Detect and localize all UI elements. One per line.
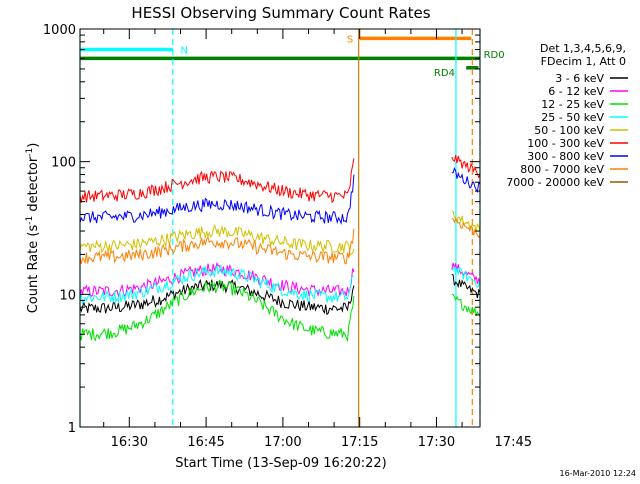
legend-entry-label: 6 - 12 keV bbox=[548, 85, 604, 98]
series-line bbox=[79, 158, 355, 204]
chart-title: HESSI Observing Summary Count Rates bbox=[131, 4, 430, 22]
x-tick-label: 16:30 bbox=[111, 435, 148, 450]
series-line bbox=[451, 154, 481, 179]
series-line bbox=[451, 293, 481, 318]
legend-entry-label: 3 - 6 keV bbox=[555, 72, 604, 85]
legend-header-line-2: FDecim 1, Att 0 bbox=[541, 55, 626, 68]
x-axis-label: Start Time (13-Sep-09 16:20:22) bbox=[175, 456, 386, 471]
series-line bbox=[79, 264, 355, 306]
y-tick-label: 100 bbox=[51, 156, 76, 171]
y-axis-label: Count Rate (s-1 detector-1) bbox=[25, 143, 41, 314]
series-line bbox=[451, 266, 481, 288]
series-line bbox=[79, 224, 355, 257]
x-tick-label: 17:30 bbox=[418, 435, 455, 450]
legend-entry-label: 25 - 50 keV bbox=[541, 111, 604, 124]
flag-label: S bbox=[347, 34, 353, 45]
y-axis-label-mid: detector bbox=[26, 156, 41, 216]
y-axis-label-end: ) bbox=[26, 143, 41, 148]
legend-entry-label: 800 - 7000 keV bbox=[520, 163, 604, 176]
legend-entry-label: 100 - 300 keV bbox=[527, 137, 604, 150]
flag-label: RD4 bbox=[434, 68, 455, 79]
series-line bbox=[451, 167, 481, 194]
legend-entry-label: 12 - 25 keV bbox=[541, 98, 604, 111]
plot-frame bbox=[79, 28, 481, 428]
y-axis-label-sup2: -1 bbox=[25, 148, 35, 157]
flag-bars: N S RD4 RD0 bbox=[80, 34, 505, 79]
y-tick-label: 10 bbox=[59, 288, 76, 303]
x-tick-label: 16:45 bbox=[187, 435, 224, 450]
series-line bbox=[79, 228, 355, 265]
x-tick-label: 17:00 bbox=[264, 435, 301, 450]
x-tick-label: 17:15 bbox=[341, 435, 378, 450]
y-tick-label: 1 bbox=[68, 421, 76, 436]
x-tick-label: 17:45 bbox=[495, 435, 532, 450]
x-axis-ticks: 16:30 16:45 17:00 17:15 17:30 17:45 bbox=[103, 29, 532, 450]
y-axis-ticks: 1 10 100 1000 bbox=[43, 23, 480, 436]
series-line bbox=[79, 278, 355, 316]
y-axis-label-main: Count Rate (s bbox=[26, 225, 41, 314]
series-lines bbox=[79, 154, 481, 343]
series-line bbox=[79, 279, 355, 343]
legend-header-line-1: Det 1,3,4,5,6,9, bbox=[540, 42, 626, 55]
y-axis-label-sup1: -1 bbox=[25, 216, 35, 225]
flag-label: RD0 bbox=[484, 50, 505, 61]
legend-entry-label: 50 - 100 keV bbox=[534, 124, 604, 137]
footer-timestamp: 16-Mar-2010 12:24 bbox=[560, 469, 637, 478]
series-line bbox=[451, 273, 481, 299]
flag-label: N bbox=[180, 46, 187, 57]
legend-entry-label: 300 - 800 keV bbox=[527, 150, 604, 163]
y-tick-label: 1000 bbox=[43, 23, 76, 38]
legend: Det 1,3,4,5,6,9, FDecim 1, Att 0 3 - 6 k… bbox=[506, 42, 628, 189]
legend-entry-label: 7000 - 20000 keV bbox=[506, 176, 604, 189]
series-line bbox=[79, 174, 355, 226]
